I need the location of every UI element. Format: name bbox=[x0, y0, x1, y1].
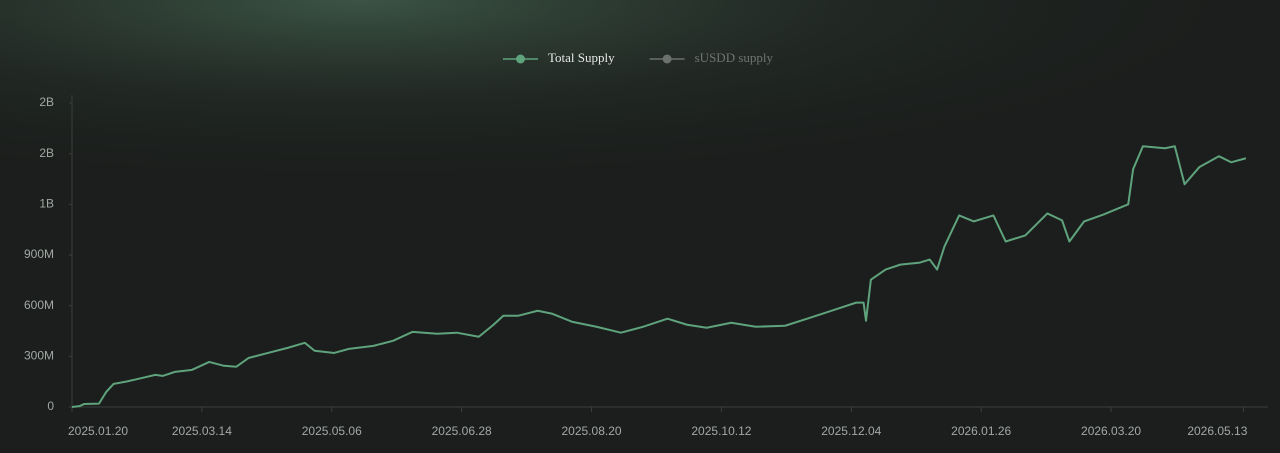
y-tick-label: 0 bbox=[47, 399, 54, 413]
y-tick-label: 2B bbox=[39, 95, 54, 109]
series-line bbox=[71, 145, 1247, 408]
y-tick-label: 900M bbox=[24, 247, 54, 261]
legend-label[interactable]: sUSDD supply bbox=[695, 50, 774, 65]
x-tick-label: 2025.03.14 bbox=[172, 424, 232, 438]
x-tick-label: 2025.05.06 bbox=[302, 424, 362, 438]
y-tick-label: 300M bbox=[24, 349, 54, 363]
legend-marker bbox=[662, 54, 672, 64]
x-tick-label: 2025.10.12 bbox=[691, 424, 751, 438]
x-tick-label: 2026.01.26 bbox=[951, 424, 1011, 438]
y-tick-label: 2B bbox=[39, 146, 54, 160]
y-tick-label: 1B bbox=[39, 197, 54, 211]
y-tick-label: 600M bbox=[24, 298, 54, 312]
x-tick-label: 2026.03.20 bbox=[1081, 424, 1141, 438]
legend-label[interactable]: Total Supply bbox=[548, 50, 615, 65]
x-tick-label: 2025.06.28 bbox=[432, 424, 492, 438]
background-glow bbox=[0, 0, 1280, 260]
legend-marker bbox=[516, 54, 525, 64]
x-tick-label: 2026.05.13 bbox=[1187, 424, 1247, 438]
x-tick-label: 2025.01.20 bbox=[68, 424, 128, 438]
x-tick-label: 2025.08.20 bbox=[561, 424, 621, 438]
x-tick-label: 2025.12.04 bbox=[821, 424, 881, 438]
